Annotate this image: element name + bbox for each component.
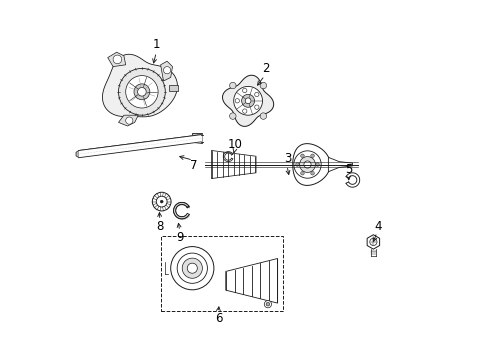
Text: 10: 10 (227, 138, 243, 150)
Text: 9: 9 (176, 231, 183, 244)
Text: 6: 6 (215, 312, 223, 325)
Bar (192, 133, 202, 143)
Circle shape (369, 238, 376, 246)
Circle shape (264, 301, 271, 308)
Circle shape (137, 87, 146, 96)
Circle shape (300, 171, 304, 175)
Circle shape (265, 302, 269, 306)
Circle shape (242, 109, 246, 113)
Circle shape (295, 163, 299, 166)
Circle shape (118, 68, 165, 115)
Circle shape (113, 55, 122, 64)
Text: 3: 3 (284, 152, 291, 165)
Polygon shape (222, 75, 273, 126)
Text: 2: 2 (262, 62, 269, 75)
Text: 8: 8 (156, 220, 163, 233)
Circle shape (303, 161, 310, 168)
Text: 4: 4 (373, 220, 381, 233)
Circle shape (229, 113, 236, 119)
Circle shape (170, 247, 213, 290)
Circle shape (254, 105, 259, 109)
Bar (161, 236, 283, 311)
Circle shape (233, 86, 262, 115)
Circle shape (177, 253, 207, 283)
Circle shape (125, 76, 158, 108)
Circle shape (241, 94, 254, 107)
Circle shape (160, 200, 163, 203)
Polygon shape (102, 54, 177, 117)
Circle shape (300, 154, 304, 158)
Circle shape (260, 113, 266, 119)
Circle shape (235, 99, 239, 103)
Circle shape (134, 84, 149, 100)
Polygon shape (328, 157, 352, 172)
Circle shape (182, 258, 202, 278)
Polygon shape (118, 115, 138, 126)
Circle shape (125, 117, 133, 124)
Circle shape (293, 151, 321, 178)
Polygon shape (107, 52, 125, 67)
Circle shape (163, 67, 170, 74)
Circle shape (254, 92, 259, 96)
Circle shape (229, 82, 236, 89)
Circle shape (152, 192, 171, 211)
Circle shape (242, 88, 246, 93)
Circle shape (260, 82, 266, 89)
Circle shape (315, 163, 319, 166)
Circle shape (244, 98, 250, 104)
Circle shape (187, 263, 197, 273)
Circle shape (156, 196, 167, 207)
Circle shape (299, 157, 315, 172)
Polygon shape (366, 235, 379, 249)
Circle shape (310, 171, 314, 175)
Text: 5: 5 (345, 163, 352, 176)
Polygon shape (292, 144, 329, 185)
Circle shape (310, 154, 314, 158)
Text: 1: 1 (152, 39, 160, 51)
Bar (168, 85, 178, 91)
Polygon shape (160, 61, 172, 81)
Polygon shape (76, 150, 79, 158)
Text: 7: 7 (190, 159, 198, 172)
